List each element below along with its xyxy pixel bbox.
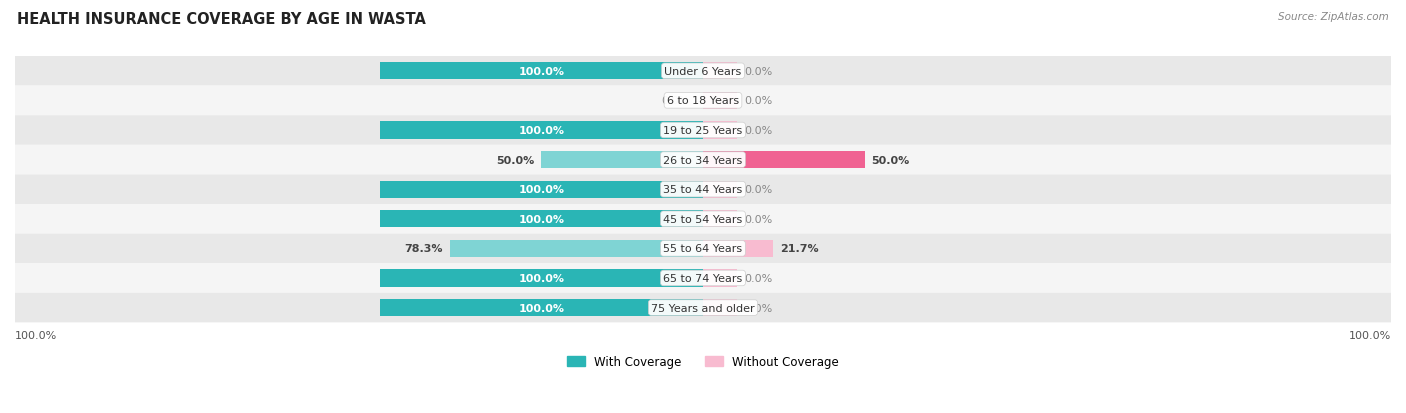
FancyBboxPatch shape [15, 86, 1391, 116]
Text: 78.3%: 78.3% [405, 244, 443, 254]
Bar [703, 240, 773, 257]
Bar [703, 181, 737, 198]
FancyBboxPatch shape [15, 204, 1391, 234]
Text: Source: ZipAtlas.com: Source: ZipAtlas.com [1278, 12, 1389, 22]
Text: 45 to 54 Years: 45 to 54 Years [664, 214, 742, 224]
Bar [380, 63, 703, 80]
FancyBboxPatch shape [15, 116, 1391, 145]
FancyBboxPatch shape [15, 234, 1391, 263]
FancyBboxPatch shape [15, 57, 1391, 86]
FancyBboxPatch shape [15, 263, 1391, 293]
Text: 100.0%: 100.0% [519, 66, 564, 77]
Text: 100.0%: 100.0% [519, 126, 564, 135]
Bar [380, 122, 703, 139]
FancyBboxPatch shape [15, 293, 1391, 323]
Text: 21.7%: 21.7% [780, 244, 818, 254]
Bar [450, 240, 703, 257]
Text: 100.0%: 100.0% [519, 303, 564, 313]
Text: 0.0%: 0.0% [744, 126, 772, 135]
Bar [703, 152, 865, 169]
Text: 100.0%: 100.0% [519, 185, 564, 195]
Text: 6 to 18 Years: 6 to 18 Years [666, 96, 740, 106]
Text: 100.0%: 100.0% [519, 214, 564, 224]
Bar [380, 211, 703, 228]
Text: 0.0%: 0.0% [744, 185, 772, 195]
Text: 55 to 64 Years: 55 to 64 Years [664, 244, 742, 254]
Text: Under 6 Years: Under 6 Years [665, 66, 741, 77]
Text: 100.0%: 100.0% [519, 273, 564, 283]
Text: 50.0%: 50.0% [872, 155, 910, 165]
Text: 26 to 34 Years: 26 to 34 Years [664, 155, 742, 165]
Bar [380, 181, 703, 198]
Text: 50.0%: 50.0% [496, 155, 534, 165]
Text: 0.0%: 0.0% [744, 273, 772, 283]
Bar [703, 122, 737, 139]
Bar [703, 299, 737, 316]
Text: 100.0%: 100.0% [15, 330, 58, 340]
Bar [703, 270, 737, 287]
FancyBboxPatch shape [15, 175, 1391, 204]
Bar [541, 152, 703, 169]
Bar [703, 93, 737, 110]
Legend: With Coverage, Without Coverage: With Coverage, Without Coverage [567, 355, 839, 368]
Text: 75 Years and older: 75 Years and older [651, 303, 755, 313]
Text: 0.0%: 0.0% [744, 66, 772, 77]
Bar [703, 63, 737, 80]
Text: 0.0%: 0.0% [744, 96, 772, 106]
Text: 0.0%: 0.0% [744, 303, 772, 313]
Text: 0.0%: 0.0% [744, 214, 772, 224]
FancyBboxPatch shape [15, 145, 1391, 175]
Text: 100.0%: 100.0% [1348, 330, 1391, 340]
Text: 0.0%: 0.0% [661, 96, 689, 106]
Text: HEALTH INSURANCE COVERAGE BY AGE IN WASTA: HEALTH INSURANCE COVERAGE BY AGE IN WAST… [17, 12, 426, 27]
Text: 65 to 74 Years: 65 to 74 Years [664, 273, 742, 283]
Text: 19 to 25 Years: 19 to 25 Years [664, 126, 742, 135]
Bar [703, 211, 737, 228]
Text: 35 to 44 Years: 35 to 44 Years [664, 185, 742, 195]
Bar [380, 270, 703, 287]
Bar [380, 299, 703, 316]
